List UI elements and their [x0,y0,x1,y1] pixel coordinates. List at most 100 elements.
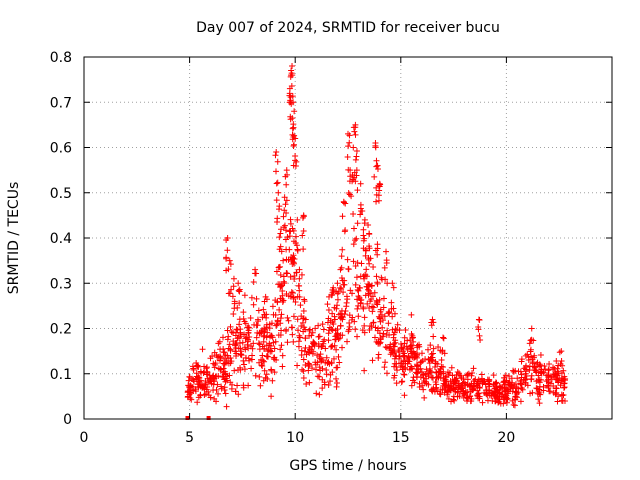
data-point [300,228,307,235]
data-point [347,287,354,294]
y-tick-label: 0.1 [50,367,72,383]
data-point [194,399,201,406]
data-point [382,276,389,283]
data-point [558,357,565,364]
data-point [303,351,310,358]
data-point [195,394,202,401]
data-point [381,364,388,371]
data-point [524,382,531,389]
data-point [451,377,458,384]
data-point [301,296,308,303]
zero-data-point [185,416,190,420]
data-point [366,243,373,250]
data-point [272,152,279,159]
y-tick-label: 0.4 [50,231,72,247]
data-point [296,334,303,341]
data-point [299,214,306,221]
data-point [314,373,321,380]
data-point [270,354,277,361]
data-point [353,153,360,160]
data-point [553,371,560,378]
data-point [234,326,241,333]
data-point [536,400,543,407]
data-point [528,336,535,343]
data-point [232,348,239,355]
data-point [368,323,375,330]
data-point [274,158,281,165]
data-point [245,382,252,389]
data-point [258,329,265,336]
data-point [510,368,517,375]
data-point [260,357,267,364]
data-point [493,395,500,402]
data-point [505,381,512,388]
data-point [213,386,220,393]
x-axis-label: GPS time / hours [289,458,406,474]
data-point [217,353,224,360]
data-point [300,368,307,375]
data-point [245,324,252,331]
data-point [345,130,351,137]
data-point [333,375,340,382]
data-point [292,153,299,160]
y-tick-label: 0.8 [50,50,72,66]
data-point [391,329,398,336]
data-point [440,363,447,370]
data-point [513,384,520,391]
data-point [283,181,290,188]
data-point [323,354,330,361]
data-point [298,271,305,278]
data-point [254,329,261,336]
data-point [280,273,287,280]
data-point [392,337,399,344]
data-point [518,358,525,365]
data-point [290,99,297,106]
data-point [416,380,423,387]
data-point [248,365,255,372]
data-point [277,346,284,353]
data-point [271,345,278,352]
data-point [250,301,257,308]
data-point [266,321,273,328]
data-point [490,372,497,379]
data-point [421,394,428,401]
data-point [344,296,351,303]
data-point [334,280,341,287]
data-point [295,327,302,334]
data-point [445,371,452,378]
data-point [394,321,401,328]
data-point [413,361,420,368]
data-point [522,352,529,359]
data-point [389,313,396,320]
data-point [315,333,322,340]
data-point [401,340,408,347]
data-point [409,377,416,384]
data-point [349,290,356,297]
data-point [458,385,465,392]
data-point [394,367,401,374]
data-point [259,362,266,369]
data-point [284,270,291,277]
data-point [289,115,296,122]
data-point [268,348,275,355]
data-point [354,286,361,293]
data-point [453,384,460,391]
data-point [361,314,368,321]
data-point [279,292,286,299]
data-point [274,299,281,306]
data-point [261,367,268,374]
data-point [381,313,388,320]
data-point [454,369,461,376]
data-point [363,266,370,273]
data-point [449,384,456,391]
data-point [370,319,377,326]
data-point [384,280,391,287]
data-point [291,273,298,280]
data-point [368,283,375,290]
data-point [198,369,205,376]
data-point [287,273,294,280]
data-point [210,377,217,384]
data-point [366,304,373,311]
data-point [500,400,507,407]
data-point [479,399,486,406]
